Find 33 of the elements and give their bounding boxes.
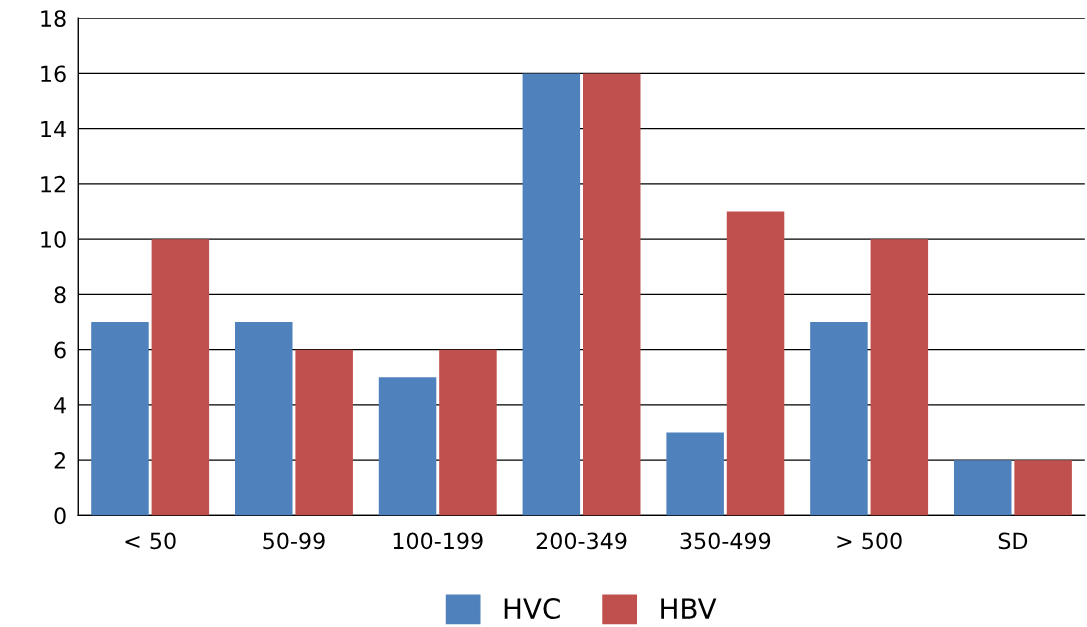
x-tick-label: 50-99 [263,532,325,550]
y-tick-label: 18 [41,10,66,27]
x-tick-label: > 500 [837,532,902,550]
y-tick-label: 12 [41,175,65,193]
y-tick-label: 10 [41,231,66,248]
y-tick-label: 8 [54,286,66,304]
bar [91,322,149,516]
y-tick-label: 14 [41,120,66,138]
bar [295,349,353,516]
bar [726,211,785,516]
y-tick-label: 0 [54,507,66,525]
x-tick-label: SD [998,532,1028,550]
bar [953,460,1012,516]
bar [378,377,437,516]
x-tick-label: < 50 [125,532,176,550]
bar [666,432,724,516]
bar [870,239,929,516]
bar [810,322,868,516]
bar [235,322,293,516]
legend-label: HVC [504,598,560,620]
bar [439,349,497,516]
bar [522,73,581,516]
y-tick-label: 16 [41,65,66,83]
y-tick-label: 6 [54,341,66,359]
y-tick-label: 2 [54,452,65,469]
bar [151,239,210,516]
y-tick-label: 4 [54,397,66,414]
legend-label: HBV [661,598,717,619]
x-tick-label: 100-199 [393,532,483,550]
x-tick-label: 350-499 [680,532,771,550]
bar [1014,460,1072,516]
bar [582,73,641,516]
x-tick-label: 200-349 [536,532,627,550]
